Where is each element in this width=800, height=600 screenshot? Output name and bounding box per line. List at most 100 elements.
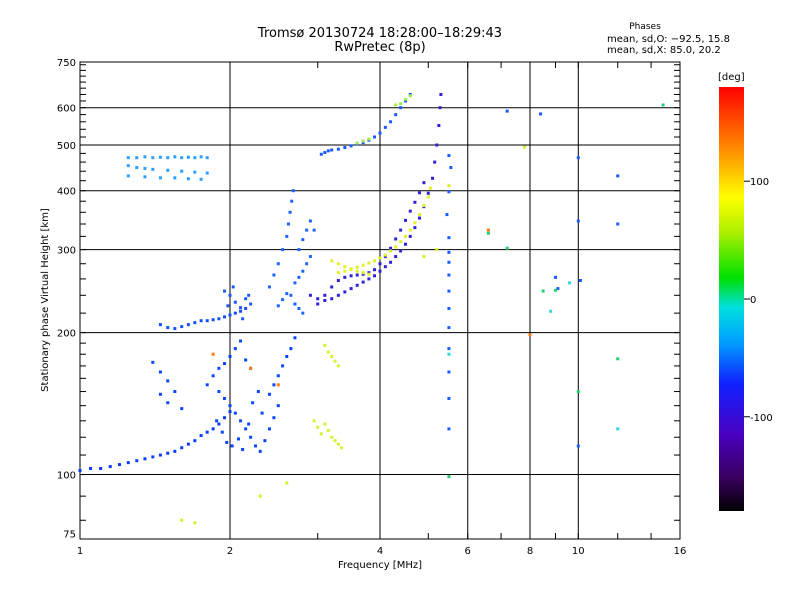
- data-point: [272, 416, 276, 420]
- tick-labels: 1 2 4 6 8 10 16 75 100 200 300 400 500 600 750: [57, 58, 686, 557]
- colorbar-tick-label: 100: [750, 177, 769, 188]
- data-point: [343, 265, 347, 269]
- data-point: [439, 92, 443, 96]
- data-point: [199, 155, 203, 159]
- y-tick-label: 600: [57, 104, 76, 115]
- data-point: [263, 439, 267, 443]
- data-point: [422, 181, 426, 185]
- data-point: [285, 354, 289, 358]
- data-point: [576, 219, 580, 223]
- data-point: [236, 437, 240, 441]
- data-point: [308, 255, 312, 259]
- data-point: [239, 309, 243, 313]
- y-tick-label: 300: [57, 246, 76, 257]
- data-point: [447, 370, 451, 374]
- data-point: [312, 419, 316, 423]
- phase-o-stats: mean, sd,O: −92.5, 15.8: [607, 34, 730, 45]
- data-point: [244, 297, 248, 301]
- data-point: [158, 370, 162, 374]
- data-point: [241, 448, 245, 452]
- data-point: [399, 240, 403, 244]
- data-point: [249, 366, 253, 370]
- phase-x-stats: mean, sd,X: 85.0, 20.2: [607, 45, 721, 56]
- data-point: [528, 333, 532, 337]
- data-point: [308, 219, 312, 223]
- data-point: [158, 323, 162, 327]
- data-point: [281, 248, 285, 252]
- data-point: [445, 213, 449, 217]
- data-point: [435, 143, 439, 147]
- data-point: [217, 317, 221, 321]
- data-point: [205, 319, 209, 323]
- x-tick-label: 16: [674, 546, 687, 557]
- data-point: [394, 245, 398, 249]
- data-point: [301, 238, 305, 242]
- data-point: [281, 298, 285, 302]
- data-point: [180, 156, 184, 160]
- data-point: [199, 434, 203, 438]
- data-point: [447, 184, 451, 188]
- data-point: [166, 401, 170, 405]
- data-point: [289, 347, 293, 351]
- data-point: [326, 429, 330, 433]
- x-axis-title: Frequency [MHz]: [338, 560, 422, 571]
- data-point: [126, 174, 130, 178]
- data-point: [297, 275, 301, 279]
- data-point: [291, 189, 295, 193]
- data-point: [223, 362, 227, 366]
- data-point: [403, 218, 407, 222]
- data-point: [422, 255, 426, 259]
- data-point: [258, 449, 262, 453]
- data-point: [367, 137, 371, 141]
- y-tick-label: 200: [57, 329, 76, 340]
- data-point: [367, 261, 371, 265]
- data-point: [553, 275, 557, 279]
- data-point: [361, 271, 365, 275]
- y-tick-label: 750: [57, 58, 76, 69]
- data-point: [180, 518, 184, 522]
- data-point: [180, 407, 184, 411]
- data-point: [438, 106, 442, 110]
- data-point: [230, 444, 234, 448]
- data-point: [399, 102, 403, 106]
- data-point: [378, 269, 382, 273]
- data-point: [447, 236, 451, 240]
- data-point: [249, 435, 253, 439]
- data-point: [447, 396, 451, 400]
- data-point: [89, 467, 93, 471]
- data-point: [247, 293, 251, 297]
- data-point: [223, 396, 227, 400]
- data-point: [330, 285, 334, 289]
- data-point: [403, 234, 407, 238]
- data-point: [578, 278, 582, 282]
- data-point: [211, 427, 215, 431]
- colorbar: [719, 87, 744, 511]
- data-point: [143, 457, 147, 461]
- data-point: [289, 293, 293, 297]
- data-point: [426, 195, 430, 199]
- data-point: [333, 359, 337, 363]
- data-point: [576, 444, 580, 448]
- data-points: [78, 92, 665, 525]
- data-point: [135, 459, 139, 463]
- data-point: [399, 228, 403, 232]
- data-point: [323, 343, 327, 347]
- data-point: [166, 168, 170, 172]
- data-point: [233, 411, 237, 415]
- data-point: [290, 199, 294, 203]
- data-point: [447, 352, 451, 356]
- data-point: [186, 177, 190, 181]
- colorbar-ticks: 100 0 -100: [744, 177, 773, 424]
- data-point: [276, 304, 280, 308]
- data-point: [389, 246, 393, 250]
- data-point: [126, 156, 130, 160]
- data-point: [158, 155, 162, 159]
- data-point: [433, 160, 437, 164]
- data-point: [330, 148, 334, 152]
- data-point: [616, 357, 620, 361]
- data-point: [228, 293, 232, 297]
- data-point: [186, 323, 190, 327]
- data-point: [413, 221, 417, 225]
- data-point: [486, 228, 490, 232]
- data-point: [166, 451, 170, 455]
